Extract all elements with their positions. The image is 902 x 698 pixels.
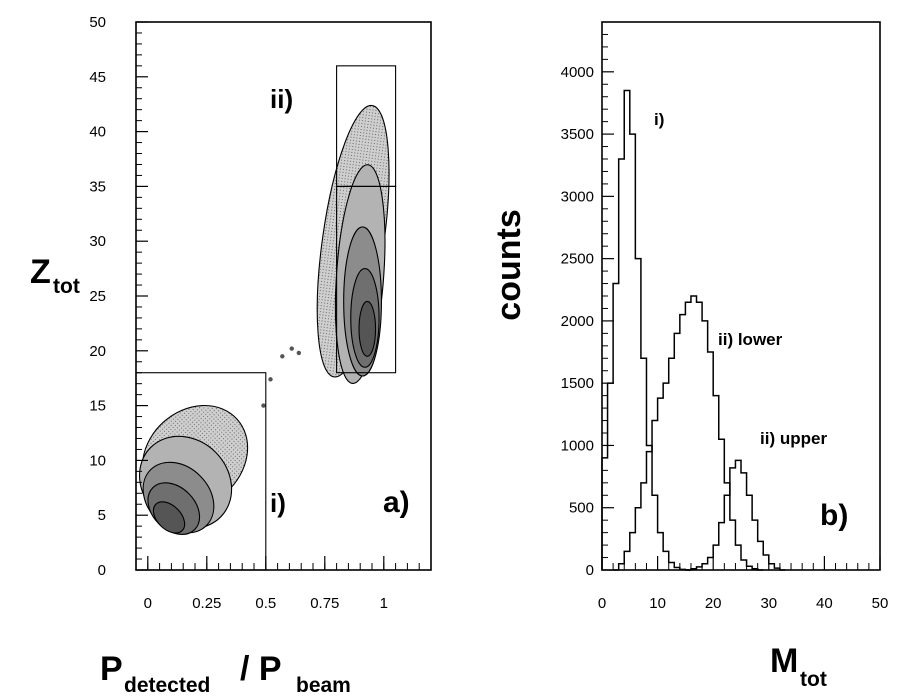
y-tick-label: 0 [586,562,594,579]
x-title-slash: / P [240,650,282,688]
y-tick-label: 5 [98,507,106,524]
panel-a: 0 5 10 15 20 25 30 35 40 45 50 0 0.25 0.5 0.75 1 ii) i… [30,14,432,697]
y-tick-label: 500 [569,500,594,517]
y-tick-label: 2000 [561,313,594,330]
x-title-b-sub: tot [800,668,827,691]
y-tick-label: 25 [89,288,106,305]
region-label-ii: ii) [270,84,293,114]
y-tick-label: 35 [89,178,106,195]
density-contour-i-4 [152,501,186,534]
panel-a-x-title: P detected / P beam [100,650,351,697]
x-tick-label: 40 [816,595,833,612]
x-tick-label: 20 [705,595,722,612]
region-box-2 [336,65,397,187]
y-tick-label: 1500 [561,375,594,392]
y-tick-label: 3000 [561,188,594,205]
y-tick-label: 50 [89,14,106,31]
x-tick-label: 10 [649,595,666,612]
histogram-series-2 [685,459,786,571]
y-tick-label: 10 [89,452,106,469]
series-label-i: i) [654,110,664,129]
density-point [280,354,285,359]
panel-a-label: a) [383,486,410,519]
region-label-i: i) [270,488,286,518]
density-point [261,403,266,408]
histogram-series-1 [613,295,764,571]
x-tick-label: 0 [598,595,606,612]
y-tick-label: 2500 [561,251,594,268]
histogram-series-0 [601,89,691,571]
x-tick-label: 0 [144,595,152,612]
y-tick-label: 3500 [561,126,594,143]
series-label-ii-upper: ii) upper [760,429,827,448]
y-tick-label: 45 [89,69,106,86]
y-tick-label: 0 [98,562,106,579]
panel-a-y-axis: 0 5 10 15 20 25 30 35 40 45 50 [89,14,148,579]
x-tick-label: 0.5 [255,595,276,612]
panel-a-y-title: Z tot [30,253,80,298]
panel-b-x-axis: 0 10 20 30 40 50 [598,556,889,612]
y-tick-label: 40 [89,124,106,141]
density-point [268,377,273,382]
panel-a-x-axis: 0 0.25 0.5 0.75 1 [135,556,420,612]
x-title-b-main: M [770,642,798,680]
density-point [296,350,302,356]
series-label-ii-lower: ii) lower [718,330,783,349]
panel-b-x-title: M tot [770,642,827,691]
density-contour-ii-4 [358,300,377,357]
panel-b-label: b) [820,499,848,532]
panel-b-y-axis: 0 500 1000 1500 2000 2500 3000 3500 4000 [561,33,614,579]
x-tick-label: 0.25 [192,595,221,612]
y-title-main: Z [30,253,51,291]
y-title-sub: tot [53,275,80,298]
y-tick-label: 4000 [561,64,594,81]
panel-b-y-title: counts [490,209,528,320]
panel-b: 0 500 1000 1500 2000 2500 3000 3500 4000 0 10 20 30… [490,21,889,691]
panel-a-density-map [138,104,390,535]
y-tick-label: 20 [89,343,106,360]
x-tick-label: 1 [380,595,388,612]
x-tick-label: 30 [760,595,777,612]
x-title-sub1: detected [124,674,210,697]
panel-b-plot-frame [601,21,881,571]
x-tick-label: 50 [872,595,889,612]
x-tick-label: 0.75 [310,595,339,612]
x-title-sub2: beam [296,674,351,697]
y-tick-label: 1000 [561,437,594,454]
density-point [289,346,294,351]
y-tick-label: 15 [89,398,106,415]
y-tick-label: 30 [89,233,106,250]
x-title-main: P [100,650,123,688]
